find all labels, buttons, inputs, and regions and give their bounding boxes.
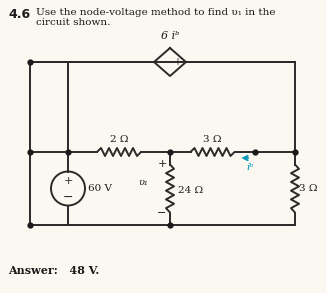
Text: −: − — [159, 57, 167, 67]
Text: 4.6: 4.6 — [8, 8, 30, 21]
Text: 24 Ω: 24 Ω — [178, 186, 203, 195]
Text: υ₁: υ₁ — [138, 178, 148, 187]
Text: +: + — [173, 57, 181, 67]
Text: 60 V: 60 V — [88, 184, 112, 193]
Text: 2 Ω: 2 Ω — [110, 135, 128, 144]
Text: +: + — [157, 159, 167, 169]
Text: +: + — [63, 176, 73, 186]
Text: 6 iᵇ: 6 iᵇ — [161, 31, 179, 41]
Text: 3 Ω: 3 Ω — [299, 184, 318, 193]
Text: −: − — [157, 208, 167, 218]
Text: 3 Ω: 3 Ω — [203, 135, 222, 144]
Text: Use the node-voltage method to find υ₁ in the
circuit shown.: Use the node-voltage method to find υ₁ i… — [36, 8, 275, 28]
Text: −: − — [63, 190, 73, 204]
Text: Answer:   48 V.: Answer: 48 V. — [8, 265, 99, 276]
Text: iᵇ: iᵇ — [247, 163, 254, 173]
